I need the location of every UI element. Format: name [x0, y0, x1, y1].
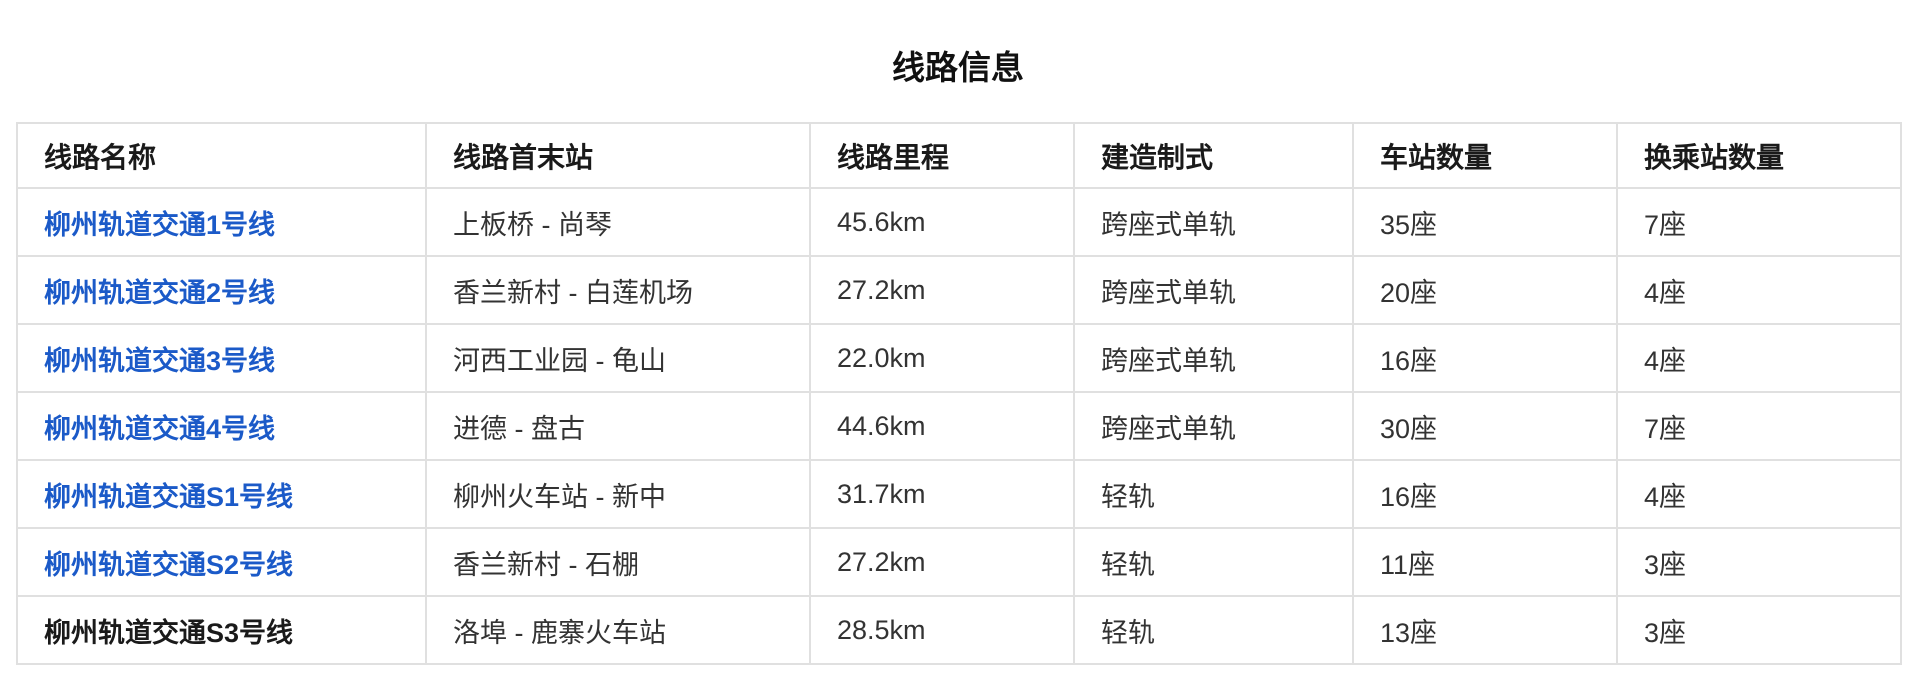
cell-transfer-count: 4座: [1616, 255, 1902, 325]
cell-termini: 河西工业园 - 龟山: [425, 323, 811, 393]
cell-line-name: 柳州轨道交通S2号线: [16, 527, 427, 597]
cell-system: 轻轨: [1073, 595, 1354, 665]
header-cell-length: 线路里程: [809, 122, 1075, 189]
cell-station-count: 16座: [1352, 459, 1618, 529]
cell-length: 28.5km: [809, 595, 1075, 665]
cell-station-count: 13座: [1352, 595, 1618, 665]
cell-termini: 柳州火车站 - 新中: [425, 459, 811, 529]
route-name-text: 柳州轨道交通S3号线: [44, 617, 294, 648]
cell-station-count: 30座: [1352, 391, 1618, 461]
header-cell-line-name: 线路名称: [16, 122, 427, 189]
cell-system: 跨座式单轨: [1073, 391, 1354, 461]
routes-table-header: 线路名称 线路首末站 线路里程 建造制式 车站数量 换乘站数量: [16, 122, 1902, 189]
cell-length: 44.6km: [809, 391, 1075, 461]
page-container: 线路信息 线路名称 线路首末站 线路里程 建造制式 车站数量 换乘站数量 柳州轨…: [16, 47, 1902, 665]
cell-system: 轻轨: [1073, 459, 1354, 529]
table-row: 柳州轨道交通1号线 上板桥 - 尚琴 45.6km 跨座式单轨 35座 7座: [16, 187, 1902, 257]
cell-line-name: 柳州轨道交通2号线: [16, 255, 427, 325]
cell-line-name: 柳州轨道交通S1号线: [16, 459, 427, 529]
cell-system: 跨座式单轨: [1073, 323, 1354, 393]
cell-termini: 香兰新村 - 石棚: [425, 527, 811, 597]
cell-length: 31.7km: [809, 459, 1075, 529]
cell-length: 22.0km: [809, 323, 1075, 393]
route-name-link[interactable]: 柳州轨道交通2号线: [44, 277, 276, 308]
header-row: 线路名称 线路首末站 线路里程 建造制式 车站数量 换乘站数量: [16, 122, 1902, 189]
cell-length: 45.6km: [809, 187, 1075, 257]
header-cell-station-count: 车站数量: [1352, 122, 1618, 189]
route-name-link[interactable]: 柳州轨道交通S2号线: [44, 549, 294, 580]
cell-transfer-count: 4座: [1616, 459, 1902, 529]
cell-station-count: 16座: [1352, 323, 1618, 393]
table-row: 柳州轨道交通2号线 香兰新村 - 白莲机场 27.2km 跨座式单轨 20座 4…: [16, 255, 1902, 325]
header-cell-transfer-count: 换乘站数量: [1616, 122, 1902, 189]
cell-system: 跨座式单轨: [1073, 255, 1354, 325]
route-name-link[interactable]: 柳州轨道交通4号线: [44, 413, 276, 444]
table-row: 柳州轨道交通S2号线 香兰新村 - 石棚 27.2km 轻轨 11座 3座: [16, 527, 1902, 597]
route-name-link[interactable]: 柳州轨道交通3号线: [44, 345, 276, 376]
header-cell-system: 建造制式: [1073, 122, 1354, 189]
cell-system: 轻轨: [1073, 527, 1354, 597]
cell-station-count: 20座: [1352, 255, 1618, 325]
table-row: 柳州轨道交通S3号线 洛埠 - 鹿寨火车站 28.5km 轻轨 13座 3座: [16, 595, 1902, 665]
cell-line-name: 柳州轨道交通3号线: [16, 323, 427, 393]
section-title-wrap: 线路信息: [16, 47, 1900, 89]
cell-length: 27.2km: [809, 527, 1075, 597]
cell-system: 跨座式单轨: [1073, 187, 1354, 257]
cell-transfer-count: 3座: [1616, 595, 1902, 665]
cell-line-name: 柳州轨道交通S3号线: [16, 595, 427, 665]
cell-termini: 洛埠 - 鹿寨火车站: [425, 595, 811, 665]
routes-table: 线路名称 线路首末站 线路里程 建造制式 车站数量 换乘站数量 柳州轨道交通1号…: [16, 122, 1902, 665]
cell-transfer-count: 7座: [1616, 391, 1902, 461]
cell-station-count: 35座: [1352, 187, 1618, 257]
routes-table-body: 柳州轨道交通1号线 上板桥 - 尚琴 45.6km 跨座式单轨 35座 7座 柳…: [16, 187, 1902, 665]
cell-transfer-count: 7座: [1616, 187, 1902, 257]
cell-length: 27.2km: [809, 255, 1075, 325]
cell-line-name: 柳州轨道交通4号线: [16, 391, 427, 461]
table-row: 柳州轨道交通3号线 河西工业园 - 龟山 22.0km 跨座式单轨 16座 4座: [16, 323, 1902, 393]
cell-line-name: 柳州轨道交通1号线: [16, 187, 427, 257]
table-row: 柳州轨道交通S1号线 柳州火车站 - 新中 31.7km 轻轨 16座 4座: [16, 459, 1902, 529]
header-cell-termini: 线路首末站: [425, 122, 811, 189]
cell-termini: 上板桥 - 尚琴: [425, 187, 811, 257]
route-name-link[interactable]: 柳州轨道交通1号线: [44, 209, 276, 240]
route-name-link[interactable]: 柳州轨道交通S1号线: [44, 481, 294, 512]
page-title: 线路信息: [892, 49, 1024, 86]
cell-transfer-count: 3座: [1616, 527, 1902, 597]
cell-termini: 进德 - 盘古: [425, 391, 811, 461]
table-row: 柳州轨道交通4号线 进德 - 盘古 44.6km 跨座式单轨 30座 7座: [16, 391, 1902, 461]
cell-station-count: 11座: [1352, 527, 1618, 597]
cell-transfer-count: 4座: [1616, 323, 1902, 393]
cell-termini: 香兰新村 - 白莲机场: [425, 255, 811, 325]
